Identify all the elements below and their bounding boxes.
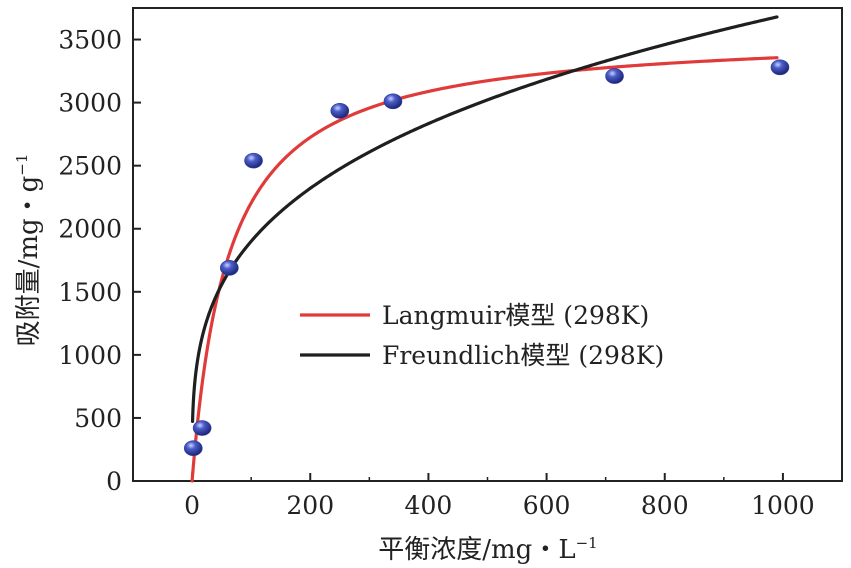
legend-label-freundlich: Freundlich模型 (298K) — [382, 341, 664, 370]
y-tick-label: 3000 — [58, 89, 122, 118]
data-point — [330, 102, 350, 119]
data-point — [605, 68, 624, 84]
plot-border — [132, 7, 843, 482]
y-tick-label: 2000 — [58, 215, 122, 244]
x-axis-title: 平衡浓度/mg・L−1 — [378, 534, 597, 565]
y-axis-title-text: 吸附量/mg・g — [14, 176, 44, 347]
x-axis-ticks: 0 200 400 600 800 1000 — [184, 473, 815, 520]
x-tick-label: 0 — [184, 491, 200, 520]
fit-curves — [190, 15, 779, 483]
y-tick-label: 1500 — [58, 278, 122, 307]
y-tick-label: 0 — [106, 467, 122, 496]
data-point — [220, 260, 239, 276]
series-line-freundlich — [190, 15, 779, 423]
y-axis-title-superscript: −1 — [13, 154, 31, 176]
legend: Langmuir模型 (298K) Freundlich模型 (298K) — [300, 301, 664, 370]
y-tick-label: 3500 — [58, 26, 122, 55]
data-point — [244, 152, 263, 169]
data-point — [192, 420, 212, 436]
y-axis-ticks: 0 500 1000 1500 2000 2500 3000 3500 — [58, 26, 141, 496]
x-axis-title-text: 平衡浓度/mg・L — [378, 535, 575, 565]
x-tick-label: 200 — [286, 491, 334, 520]
plot-frame — [132, 7, 843, 482]
data-point — [183, 440, 203, 457]
legend-label-langmuir: Langmuir模型 (298K) — [382, 301, 649, 330]
x-tick-label: 400 — [405, 491, 453, 520]
data-point — [383, 93, 403, 110]
y-tick-label: 500 — [74, 404, 122, 433]
y-axis-title: 吸附量/mg・g−1 — [13, 154, 44, 347]
series-line-langmuir — [190, 56, 779, 483]
y-tick-label: 2500 — [58, 152, 122, 181]
x-tick-label: 1000 — [751, 491, 815, 520]
data-point — [770, 59, 790, 76]
data-points — [183, 59, 790, 457]
x-tick-label: 800 — [641, 491, 689, 520]
x-tick-label: 600 — [523, 491, 571, 520]
y-tick-label: 1000 — [58, 341, 122, 370]
x-axis-title-superscript: −1 — [576, 534, 598, 552]
